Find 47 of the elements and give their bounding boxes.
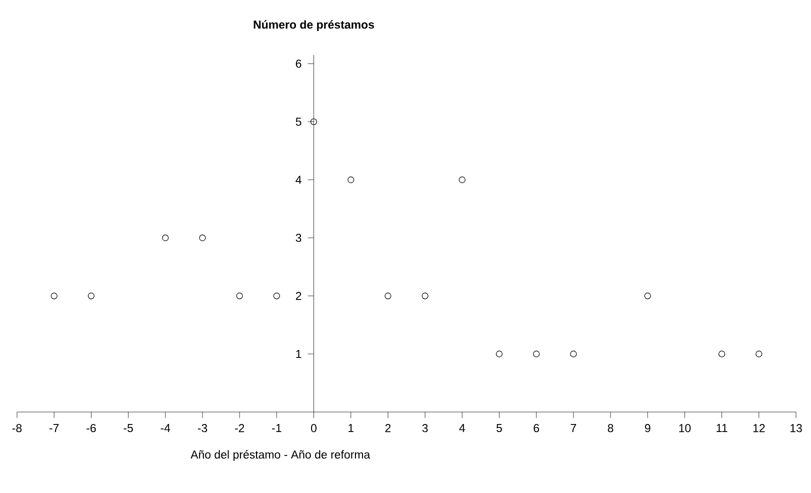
- point: [310, 118, 318, 126]
- x-tick-label: 1: [348, 424, 354, 432]
- x-tick-label: 9: [644, 424, 650, 432]
- x-tick-label: -8: [12, 424, 22, 432]
- x-tick-label: 2: [385, 424, 391, 432]
- x-tick-label: -2: [234, 424, 244, 432]
- point: [384, 292, 392, 300]
- x-tick-label: -3: [198, 424, 208, 432]
- x-tick-label: -5: [124, 424, 133, 432]
- x-tick-label: 8: [608, 424, 614, 432]
- point: [50, 292, 58, 300]
- y-axis-title: Número de préstamos: [254, 20, 374, 31]
- x-tick-label: -7: [50, 424, 59, 432]
- y-tick-label: 1: [296, 350, 302, 358]
- x-tick-label: 12: [753, 424, 765, 432]
- point: [422, 292, 428, 300]
- point: [570, 350, 577, 358]
- point: [199, 234, 206, 242]
- x-tick-label: -6: [86, 424, 96, 432]
- point: [533, 350, 540, 358]
- point: [236, 292, 243, 300]
- y-tick-label: 5: [296, 118, 302, 126]
- point: [756, 350, 762, 358]
- y-tick-label: 3: [296, 234, 302, 242]
- x-tick-label: 7: [570, 424, 576, 432]
- point: [88, 292, 94, 300]
- x-tick-label: 11: [716, 424, 728, 432]
- point: [644, 292, 651, 300]
- x-tick-label: -1: [272, 424, 282, 432]
- x-tick-label: 6: [534, 424, 540, 432]
- point: [496, 350, 503, 358]
- y-tick-label: 2: [296, 292, 302, 300]
- x-tick-label: 5: [496, 424, 502, 432]
- point: [458, 176, 466, 184]
- point: [348, 176, 354, 184]
- x-tick-label: -4: [160, 424, 170, 432]
- x-axis-title: Año del préstamo - Año de reforma: [190, 450, 370, 461]
- point: [162, 234, 169, 242]
- point: [718, 350, 726, 358]
- y-tick-label: 4: [296, 176, 302, 184]
- x-tick-label: 4: [459, 424, 466, 432]
- x-tick-label: 0: [311, 424, 317, 432]
- x-tick-label: 13: [790, 424, 802, 432]
- x-tick-label: 10: [679, 424, 691, 432]
- point: [273, 292, 280, 300]
- y-tick-label: 6: [296, 60, 302, 68]
- x-tick-label: 3: [422, 424, 428, 432]
